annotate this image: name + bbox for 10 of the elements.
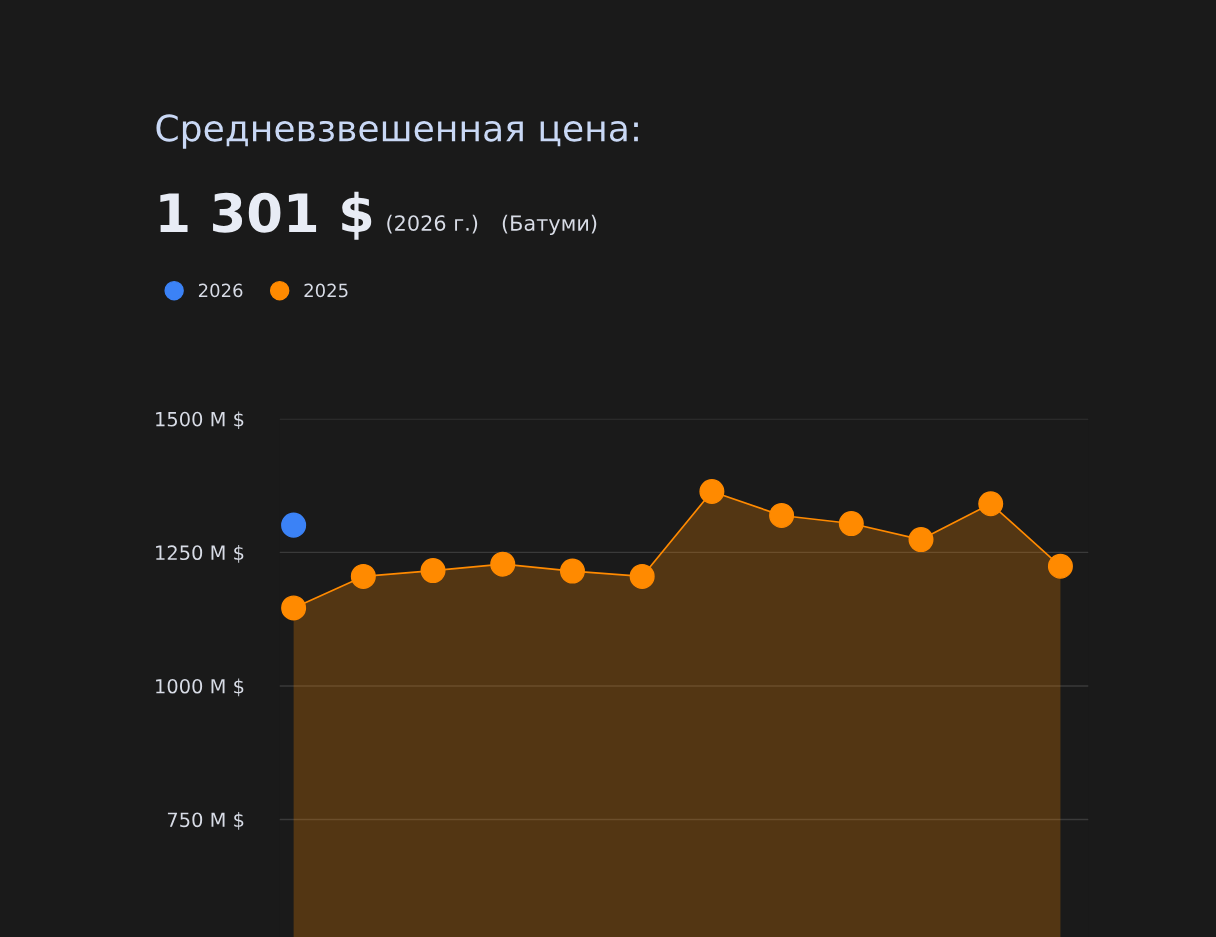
chart-title: Средневзвешенная цена: bbox=[156, 114, 638, 149]
text: (2026 г.) bbox=[387, 214, 478, 234]
chart-subtitle: 1 301 $ bbox=[160, 191, 372, 240]
legend-label: 2026 bbox=[198, 283, 243, 298]
y-tick-label: 1500 M $ bbox=[156, 411, 244, 430]
text: (Батуми) bbox=[502, 214, 597, 235]
y-tick-label: 750 M $ bbox=[167, 812, 244, 830]
legend-label: 2025 bbox=[304, 283, 348, 298]
y-tick-label: 1250 M $ bbox=[156, 545, 244, 563]
y-tick-label: 1000 M $ bbox=[156, 678, 244, 697]
